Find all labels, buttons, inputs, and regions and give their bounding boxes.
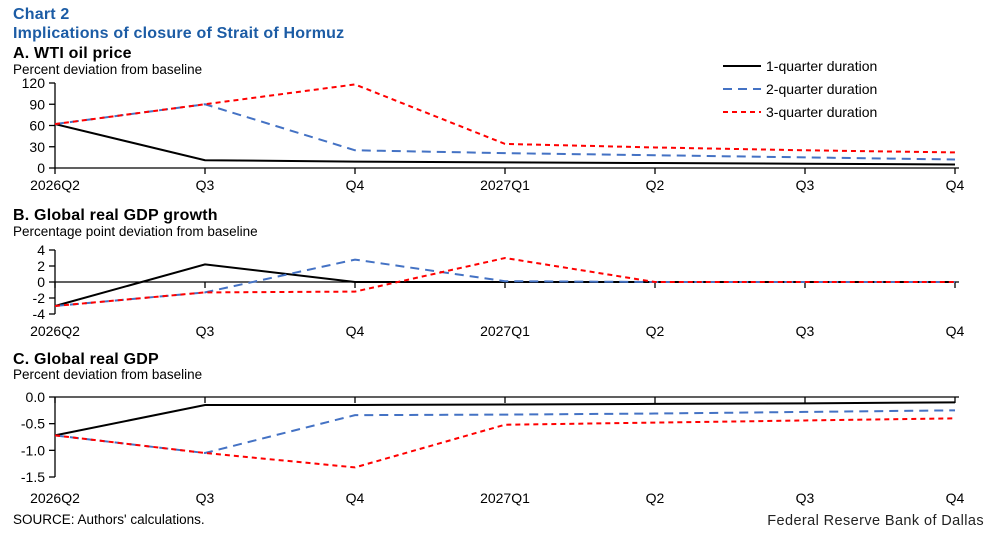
y-tick-label: -1.0 [21,442,45,458]
solid-line-icon [723,64,761,67]
legend-item-3-quarter: 3-quarter duration [722,100,877,123]
y-tick-label: 30 [29,139,45,155]
x-tick-label: Q4 [946,490,965,506]
x-tick-label: Q4 [346,490,365,506]
y-tick-label: 120 [22,75,46,91]
series-line-1-quarter-duration [54,123,956,166]
panel-a-title: A. WTI oil price [13,45,132,62]
y-tick-label: 4 [37,242,45,258]
dashed-line-icon [723,87,761,90]
y-tick-label: -2 [33,290,46,306]
x-tick-label: 2026Q2 [30,323,80,339]
series-line-3-quarter-duration [54,256,955,307]
y-tick-label: -0.5 [21,416,45,432]
y-tick-label: 0.0 [26,389,46,405]
legend-label: 2-quarter duration [766,80,878,97]
x-tick-label: 2026Q2 [30,490,80,506]
panel-c-axis-caption: Percent deviation from baseline [13,367,203,382]
panel-b-axis-caption: Percentage point deviation from baseline [13,224,258,239]
legend-item-2-quarter: 2-quarter duration [722,77,877,100]
legend-label: 1-quarter duration [766,57,878,74]
panel-c-chart: -1.5 -1.0 -0.5 0.0 2026Q2 Q3 Q4 2027Q1 Q2 Q3 Q4 [21,389,965,506]
y-tick-label: 2 [37,258,45,274]
x-tick-label: Q3 [196,177,215,193]
x-tick-label: Q3 [796,323,815,339]
series-line-3-quarter-duration [54,83,956,154]
x-tick-label: Q3 [796,490,815,506]
chart-number: Chart 2 [13,6,70,23]
chart-title-block: Chart 2 Implications of closure of Strai… [13,5,344,43]
x-tick-label: Q3 [196,323,215,339]
panel-c-title: C. Global real GDP [13,351,159,368]
y-tick-label: -1.5 [21,469,45,485]
y-tick-label: 60 [29,118,45,134]
y-tick-label: -4 [33,306,46,322]
y-tick-label: 0 [37,160,45,176]
x-tick-label: 2027Q1 [480,177,530,193]
series-line-1-quarter-duration [54,401,956,437]
x-tick-label: Q4 [346,177,365,193]
x-tick-label: Q4 [946,323,965,339]
legend-label: 3-quarter duration [766,103,878,120]
panel-a-chart: 0 30 60 90 120 2026Q2 Q3 Q4 2027Q1 Q2 Q3 Q4 [22,75,965,193]
x-tick-label: 2027Q1 [480,490,530,506]
x-tick-label: Q4 [946,177,965,193]
x-tick-label: Q2 [646,323,665,339]
x-tick-label: 2026Q2 [30,177,80,193]
series-line-3-quarter-duration [54,417,956,469]
series-line-2-quarter-duration [54,409,956,455]
x-tick-label: Q4 [346,323,365,339]
y-tick-label: 0 [37,274,45,290]
panel-a-axis-caption: Percent deviation from baseline [13,62,203,77]
y-tick-label: 90 [29,96,45,112]
chart-legend: 1-quarter duration 2-quarter duration 3-… [722,54,877,123]
series-line-2-quarter-duration [54,103,956,161]
source-note: SOURCE: Authors' calculations. [13,512,205,527]
branding-text: Federal Reserve Bank of Dallas [767,513,984,529]
panel-b-title: B. Global real GDP growth [13,207,218,224]
dotted-line-icon [723,110,761,113]
x-tick-label: Q2 [646,490,665,506]
x-tick-label: Q3 [196,490,215,506]
x-tick-label: Q2 [646,177,665,193]
x-tick-label: 2027Q1 [480,323,530,339]
x-tick-label: Q3 [796,177,815,193]
chart-main-title: Implications of closure of Strait of Hor… [13,25,345,42]
legend-item-1-quarter: 1-quarter duration [722,54,877,77]
